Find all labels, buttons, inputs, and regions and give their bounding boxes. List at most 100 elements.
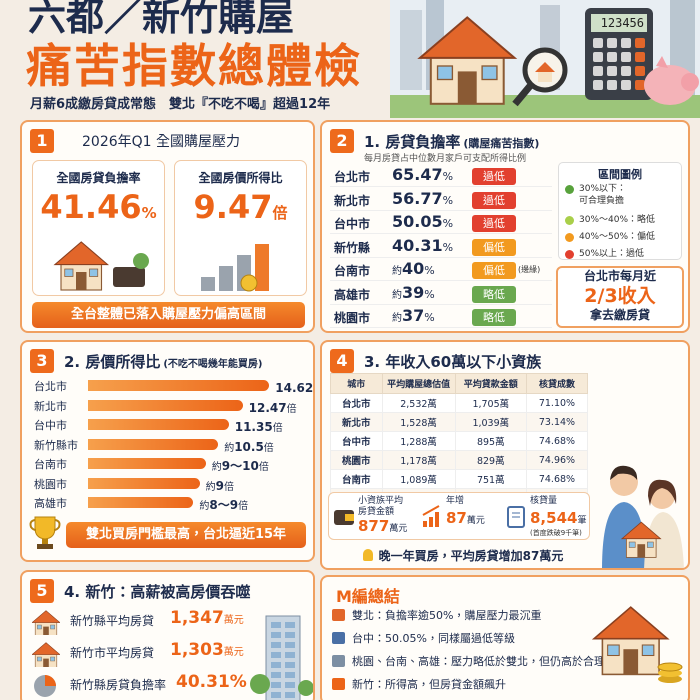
burden-row: 台北市 65.47% 過低 xyxy=(330,165,552,187)
table-row: 新北市 1,528萬 1,039萬 73.14% xyxy=(330,412,589,432)
column-header: 城市 xyxy=(330,373,383,394)
table-row: 桃園市 1,178萬 829萬 74.96% xyxy=(330,450,589,470)
legend: 區間圖例 30%以下： 可合理負擔 30%～40%：略低 40%～50%：偏低 50%以… xyxy=(558,162,682,260)
table-cell: 74.96% xyxy=(525,450,589,470)
banner: 全台整體已落入購屋壓力偏高區間 xyxy=(32,302,305,328)
decoration xyxy=(436,65,454,81)
decoration xyxy=(610,468,638,496)
ratio-bar xyxy=(88,497,194,508)
trophy-icon xyxy=(28,514,62,552)
ratio-bar xyxy=(88,477,200,489)
card-value: 9.47倍 xyxy=(175,188,306,226)
stat-icon xyxy=(505,505,527,529)
decoration xyxy=(34,516,56,540)
decoration xyxy=(31,610,61,637)
panel-title: 3. 年收入60萬以下小資族 xyxy=(364,353,542,371)
title-line: 六都／新竹購屋 xyxy=(28,0,295,39)
calculator-display: 123456 xyxy=(601,16,644,30)
decoration xyxy=(417,16,518,59)
decoration xyxy=(255,244,269,291)
panel-young-buyers: 4 3. 年收入60萬以下小資族 城市 平均購屋總估值 平均貸款金額 核貸成數 台北市 2,5… xyxy=(320,340,690,570)
value: 1,303 xyxy=(170,640,224,660)
decoration xyxy=(31,642,61,669)
column-header: 核貸成數 xyxy=(525,373,589,394)
stat-icon xyxy=(333,505,355,529)
badge: 1 xyxy=(30,129,54,153)
decoration xyxy=(53,241,149,291)
table-header-row: 城市 平均購屋總估值 平均貸款金額 核貸成數 xyxy=(330,373,589,394)
city: 台中市 xyxy=(34,419,67,432)
decoration xyxy=(637,544,646,558)
panel-title: 2026年Q1 全國購屋壓力 xyxy=(82,134,241,150)
value-group: 約39% xyxy=(392,283,435,302)
footer-note: 晚一年買房，平均房貸增加87萬元 xyxy=(332,547,594,564)
legend-title: 區間圖例 xyxy=(598,168,642,181)
banner: 雙北買房門檻最高，台北逼近15年 xyxy=(66,522,306,548)
decoration xyxy=(285,662,295,668)
table-cell: 台中市 xyxy=(330,431,383,451)
row-value: 40.31% xyxy=(176,672,247,692)
panel-title: 2. 房價所得比 (不吃不喝幾年能買房) xyxy=(64,351,263,372)
table-cell: 1,528萬 xyxy=(381,412,456,432)
row-icon xyxy=(31,609,61,637)
decoration xyxy=(647,541,654,548)
ratio-bar xyxy=(88,419,229,430)
table-cell: 73.14% xyxy=(525,412,589,432)
decoration xyxy=(201,244,269,292)
decoration xyxy=(607,52,617,62)
value: 8,544 xyxy=(530,509,578,527)
legend-text: 30%以下： 可合理負擔 xyxy=(579,184,627,206)
title-note: (不吃不喝幾年能買房) xyxy=(163,359,263,370)
table-row: 台中市 1,288萬 895萬 74.68% xyxy=(330,431,589,451)
decoration xyxy=(271,642,281,648)
table-cell: 1,288萬 xyxy=(381,431,456,451)
city: 台中市 xyxy=(334,217,371,231)
value-group: 65.47% xyxy=(392,165,453,184)
decoration xyxy=(621,80,631,90)
unit: % xyxy=(424,287,435,301)
decoration xyxy=(591,14,647,32)
value-group: 40.31% xyxy=(392,236,453,255)
decoration xyxy=(43,626,49,637)
legend-text: 50%以上：過低 xyxy=(579,249,645,259)
stat-icon xyxy=(421,505,443,529)
data-table: 城市 平均購屋總估值 平均貸款金額 核貸成數 台北市 2,532萬 1,705萬 71.10%… xyxy=(330,373,589,508)
subtitle: 月薪6成繳房貸成常態 雙北『不吃不喝』超過12年 xyxy=(30,97,331,112)
table-cell: 71.10% xyxy=(525,393,589,413)
panel-subtitle: 每月房貸占中位數月家戶可支配所得比例 xyxy=(364,154,527,164)
summary-item: 新竹：所得高，但房貸金額飆升 xyxy=(352,678,506,691)
decoration xyxy=(271,682,281,688)
decoration xyxy=(334,510,354,525)
table-cell: 2,532萬 xyxy=(381,393,456,413)
unit: 萬元 xyxy=(223,615,244,626)
panel-national: 1 2026年Q1 全國購屋壓力 全國房貸負擔率 41.46% 全國房價所得比 9.47… xyxy=(20,120,315,333)
hero-illustration: 123456 xyxy=(390,0,700,118)
value: 39 xyxy=(402,282,425,302)
unit: 倍 xyxy=(223,481,234,493)
decoration xyxy=(621,66,631,76)
prefix: 約 xyxy=(205,481,216,493)
unit: % xyxy=(424,311,435,324)
unit: % xyxy=(442,170,454,183)
value: 37 xyxy=(402,306,425,325)
title-main: 1. 房貸負擔率 xyxy=(364,133,461,151)
stats-box: 小資族平均 房貸金額 877萬元 年增 87萬元 核貸量 8,544筆 (首度跌破9千筆) xyxy=(328,492,590,540)
decoration xyxy=(658,669,682,677)
stat-group: 小資族平均 房貸金額 877萬元 xyxy=(333,495,417,539)
table-cell: 新北市 xyxy=(330,412,383,432)
table-row: 台北市 2,532萬 1,705萬 71.10% xyxy=(330,393,589,413)
decoration xyxy=(271,672,281,678)
decoration xyxy=(133,253,149,269)
table-cell: 895萬 xyxy=(454,431,527,451)
callout-line: 拿去繳房貸 xyxy=(589,308,650,322)
decoration xyxy=(400,10,422,90)
value: 41.46 xyxy=(40,188,142,226)
decoration xyxy=(635,80,645,90)
decoration xyxy=(285,672,295,678)
decoration xyxy=(593,38,603,48)
decoration xyxy=(31,610,61,637)
summary-icon xyxy=(332,655,345,667)
value-group: 約40% xyxy=(392,259,435,278)
decoration xyxy=(607,80,617,90)
level-tag: 偏低 xyxy=(472,238,516,256)
